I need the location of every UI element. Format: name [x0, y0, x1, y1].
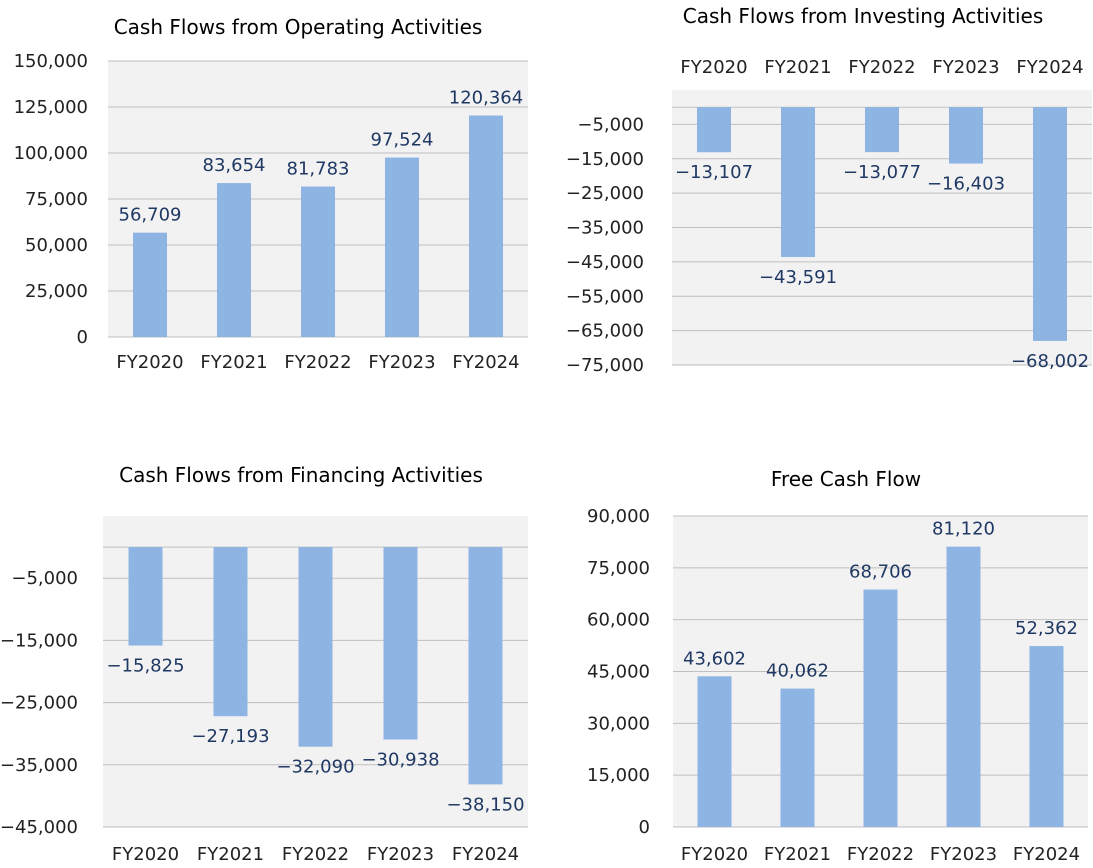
bar: [946, 546, 981, 827]
y-tick-label: 100,000: [14, 143, 88, 164]
data-label: −30,938: [361, 750, 439, 771]
y-tick-label: 25,000: [25, 281, 88, 302]
x-tick-label: FY2023: [932, 57, 999, 78]
x-tick-label: FY2020: [681, 844, 748, 865]
data-label: −15,825: [106, 656, 184, 677]
y-tick-label: −5,000: [11, 568, 78, 589]
bar: [383, 547, 418, 740]
bar: [468, 547, 503, 785]
x-tick-label: FY2020: [116, 352, 183, 373]
chart-title: Free Cash Flow: [771, 467, 921, 491]
investing-cash-flow-chart: Cash Flows from Investing Activities −5,…: [566, 4, 1092, 376]
data-label: 40,062: [766, 661, 829, 682]
y-tick-label: 75,000: [587, 558, 650, 579]
y-tick-label: −45,000: [0, 817, 78, 838]
y-tick-label: −5,000: [577, 114, 644, 135]
y-tick-label: 125,000: [14, 97, 88, 118]
data-label: −68,002: [1011, 351, 1089, 372]
data-label: −43,591: [759, 267, 837, 288]
x-tick-label: FY2021: [200, 352, 267, 373]
x-tick-label: FY2024: [1016, 57, 1083, 78]
x-tick-label: FY2022: [284, 352, 351, 373]
y-tick-label: −15,000: [566, 149, 644, 170]
data-label: 52,362: [1015, 618, 1078, 639]
bar: [385, 157, 419, 337]
y-tick-label: 30,000: [587, 713, 650, 734]
y-tick-label: −25,000: [0, 693, 78, 714]
bar: [781, 107, 815, 258]
data-label: 97,524: [371, 130, 434, 151]
bar: [697, 676, 732, 827]
y-tick-label: −65,000: [566, 321, 644, 342]
y-tick-label: −25,000: [566, 183, 644, 204]
data-label: 43,602: [683, 648, 746, 669]
bar: [780, 688, 815, 827]
data-label: 83,654: [203, 155, 266, 176]
y-tick-label: −45,000: [566, 252, 644, 273]
bar: [133, 232, 167, 337]
y-tick-label: 0: [77, 327, 88, 348]
bar: [697, 107, 731, 153]
data-label: 81,783: [287, 159, 350, 180]
financing-cash-flow-chart: Cash Flows from Financing Activities −5,…: [0, 463, 528, 865]
y-tick-label: 75,000: [25, 189, 88, 210]
x-tick-label: FY2020: [680, 57, 747, 78]
x-tick-label: FY2021: [197, 844, 264, 865]
operating-cash-flow-chart: Cash Flows from Operating Activities 150…: [14, 15, 528, 373]
y-tick-label: −55,000: [566, 286, 644, 307]
data-label: 81,120: [932, 519, 995, 540]
free-cash-flow-chart: Free Cash Flow 90,000 75,000 60,000 45,000 3…: [587, 467, 1088, 865]
bar: [1033, 107, 1067, 341]
x-tick-label: FY2020: [112, 844, 179, 865]
bar: [213, 547, 248, 717]
data-label: −32,090: [276, 757, 354, 778]
bar: [865, 107, 899, 153]
bar: [217, 183, 251, 337]
x-tick-label: FY2021: [764, 57, 831, 78]
y-tick-label: 45,000: [587, 662, 650, 683]
data-label: 68,706: [849, 562, 912, 583]
x-tick-label: FY2022: [282, 844, 349, 865]
x-tick-label: FY2022: [847, 844, 914, 865]
y-tick-label: −35,000: [0, 755, 78, 776]
x-tick-label: FY2024: [452, 352, 519, 373]
data-label: −13,107: [675, 162, 753, 183]
y-tick-label: 150,000: [14, 51, 88, 72]
y-tick-label: 0: [639, 817, 650, 838]
data-label: −13,077: [843, 162, 921, 183]
x-tick-label: FY2023: [930, 844, 997, 865]
data-label: −27,193: [191, 726, 269, 747]
y-tick-label: −75,000: [566, 355, 644, 376]
chart-title: Cash Flows from Operating Activities: [114, 15, 483, 39]
chart-title: Cash Flows from Financing Activities: [119, 463, 483, 487]
x-tick-label: FY2022: [848, 57, 915, 78]
x-tick-label: FY2024: [1013, 844, 1080, 865]
x-tick-label: FY2021: [764, 844, 831, 865]
chart-title: Cash Flows from Investing Activities: [683, 4, 1044, 28]
bar: [298, 547, 333, 747]
x-tick-label: FY2024: [452, 844, 519, 865]
bar: [128, 547, 163, 646]
data-label: −16,403: [927, 174, 1005, 195]
bar: [863, 589, 898, 827]
y-tick-label: −15,000: [0, 630, 78, 651]
y-tick-label: −35,000: [566, 218, 644, 239]
data-label: −38,150: [446, 794, 524, 815]
x-tick-label: FY2023: [368, 352, 435, 373]
y-tick-label: 50,000: [25, 235, 88, 256]
data-label: 56,709: [119, 205, 182, 226]
y-tick-label: 15,000: [587, 765, 650, 786]
y-tick-label: 60,000: [587, 610, 650, 631]
bar: [1029, 646, 1064, 827]
x-tick-label: FY2023: [367, 844, 434, 865]
y-tick-label: 90,000: [587, 506, 650, 527]
bar: [301, 186, 335, 337]
data-label: 120,364: [449, 88, 523, 109]
bar: [949, 107, 983, 164]
bar: [469, 115, 503, 337]
